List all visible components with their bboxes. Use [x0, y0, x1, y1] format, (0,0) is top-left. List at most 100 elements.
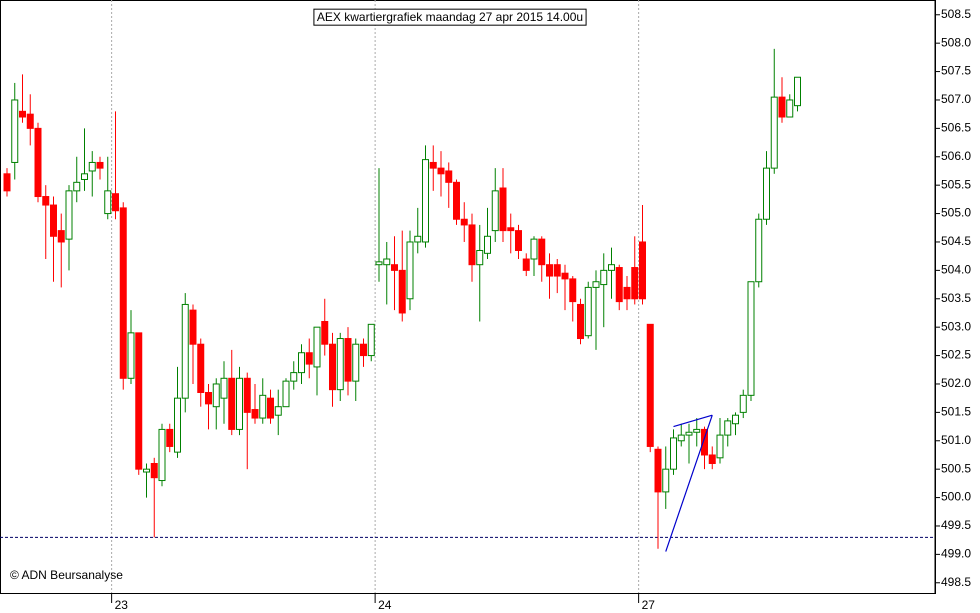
candle-body [298, 352, 305, 374]
candle-body [724, 420, 732, 436]
candle-body [670, 437, 677, 470]
candle-body [305, 352, 313, 365]
y-tick-label: 503.0 [941, 319, 971, 333]
candle-body [584, 286, 592, 337]
credit: © ADN Beursanalyse [10, 568, 123, 582]
candle-body [290, 372, 298, 382]
candle-body [623, 286, 631, 300]
candle-body [236, 377, 243, 430]
candle-body [577, 303, 584, 340]
candle-body [267, 397, 274, 419]
candle-body [538, 238, 546, 266]
candle-body [166, 428, 174, 447]
trendline [665, 415, 713, 552]
candle-body [344, 338, 352, 382]
candle-body [453, 181, 460, 220]
candle-body [600, 269, 608, 286]
candle-body [73, 181, 81, 192]
candle-body [274, 406, 282, 416]
candle-body [639, 241, 646, 300]
chart-title: AEX kwartiergrafiek maandag 27 apr 2015 … [317, 10, 583, 24]
candle-body [685, 431, 693, 436]
candle-body [507, 227, 515, 232]
candle-body [367, 323, 375, 357]
candle-body [119, 207, 127, 379]
candle-body [646, 323, 654, 447]
candle-body [522, 258, 530, 271]
candle-body [608, 264, 615, 271]
y-tick-label: 501.0 [941, 433, 971, 447]
candle-body [677, 434, 685, 442]
plot-area [0, 0, 935, 593]
candle-body [150, 462, 158, 479]
candle-body [708, 454, 716, 464]
candle-body [329, 343, 336, 391]
candle-body [561, 272, 569, 280]
candle-body [3, 173, 11, 192]
x-tick-label: 23 [115, 598, 129, 612]
x-tick-label: 24 [378, 598, 392, 612]
candle-body [484, 235, 491, 254]
candle-body [786, 99, 794, 118]
candle-body [476, 249, 484, 266]
candle-body [228, 377, 236, 430]
candle-body [422, 159, 429, 243]
candle-body [778, 96, 786, 118]
y-tick-label: 503.5 [941, 291, 971, 305]
candle-body [437, 167, 445, 175]
y-tick-label: 502.5 [941, 348, 971, 362]
candle-body [701, 428, 708, 456]
y-tick-label: 499.5 [941, 518, 971, 532]
candle-body [88, 161, 96, 172]
candle-body [212, 383, 220, 408]
y-tick-label: 506.5 [941, 121, 971, 135]
candle-body [104, 190, 112, 215]
candle-body [220, 377, 228, 399]
candle-body [770, 96, 778, 169]
candle-body [282, 380, 290, 408]
candle-body [716, 434, 724, 459]
candle-body [491, 190, 499, 232]
candle-body [468, 224, 476, 266]
candle-body [34, 127, 42, 198]
candle-body [391, 264, 398, 271]
candle-body [654, 448, 662, 493]
candle-body [429, 161, 437, 169]
candle-body [445, 170, 453, 183]
candle-body [158, 428, 166, 482]
candle-body [406, 241, 414, 300]
candle-body [530, 238, 538, 260]
candle-body [181, 303, 189, 399]
candle-body [96, 161, 104, 169]
y-tick-label: 508.0 [941, 35, 971, 49]
candle-body [499, 187, 507, 232]
candle-body [755, 218, 763, 283]
candle-body [546, 264, 553, 277]
y-tick-label: 507.0 [941, 92, 971, 106]
candle-body [143, 468, 150, 473]
candle-body [383, 258, 391, 266]
candle-body [135, 332, 143, 470]
candle-body [592, 281, 600, 288]
y-tick-label: 507.5 [941, 64, 971, 78]
candle-body [375, 261, 383, 266]
candle-body [631, 267, 639, 300]
y-tick-label: 498.5 [941, 575, 971, 589]
candle-body [414, 235, 422, 243]
y-tick-label: 499.0 [941, 547, 971, 561]
y-tick-label: 500.5 [941, 461, 971, 475]
candle-body [197, 343, 205, 393]
y-tick-label: 500.0 [941, 490, 971, 504]
candle-body [26, 113, 34, 129]
candle-body [127, 332, 135, 379]
candle-body [739, 394, 747, 413]
candle-body [259, 394, 267, 419]
x-tick-label: 27 [642, 598, 656, 612]
candle-body [174, 397, 181, 453]
candle-body [763, 167, 770, 220]
candle-body [50, 204, 57, 237]
candle-body [205, 391, 212, 405]
candle-body [42, 196, 50, 206]
y-tick-label: 502.0 [941, 376, 971, 390]
